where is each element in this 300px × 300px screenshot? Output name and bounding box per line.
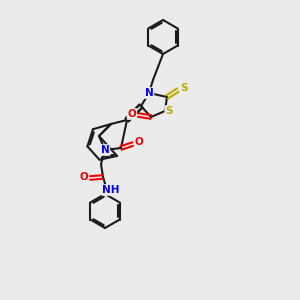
Text: O: O — [135, 137, 143, 147]
Text: O: O — [128, 109, 136, 119]
Text: N: N — [100, 145, 109, 155]
Text: S: S — [180, 83, 188, 93]
Text: S: S — [165, 106, 173, 116]
Text: O: O — [80, 172, 88, 182]
Text: N: N — [145, 88, 153, 98]
Text: NH: NH — [102, 185, 120, 195]
